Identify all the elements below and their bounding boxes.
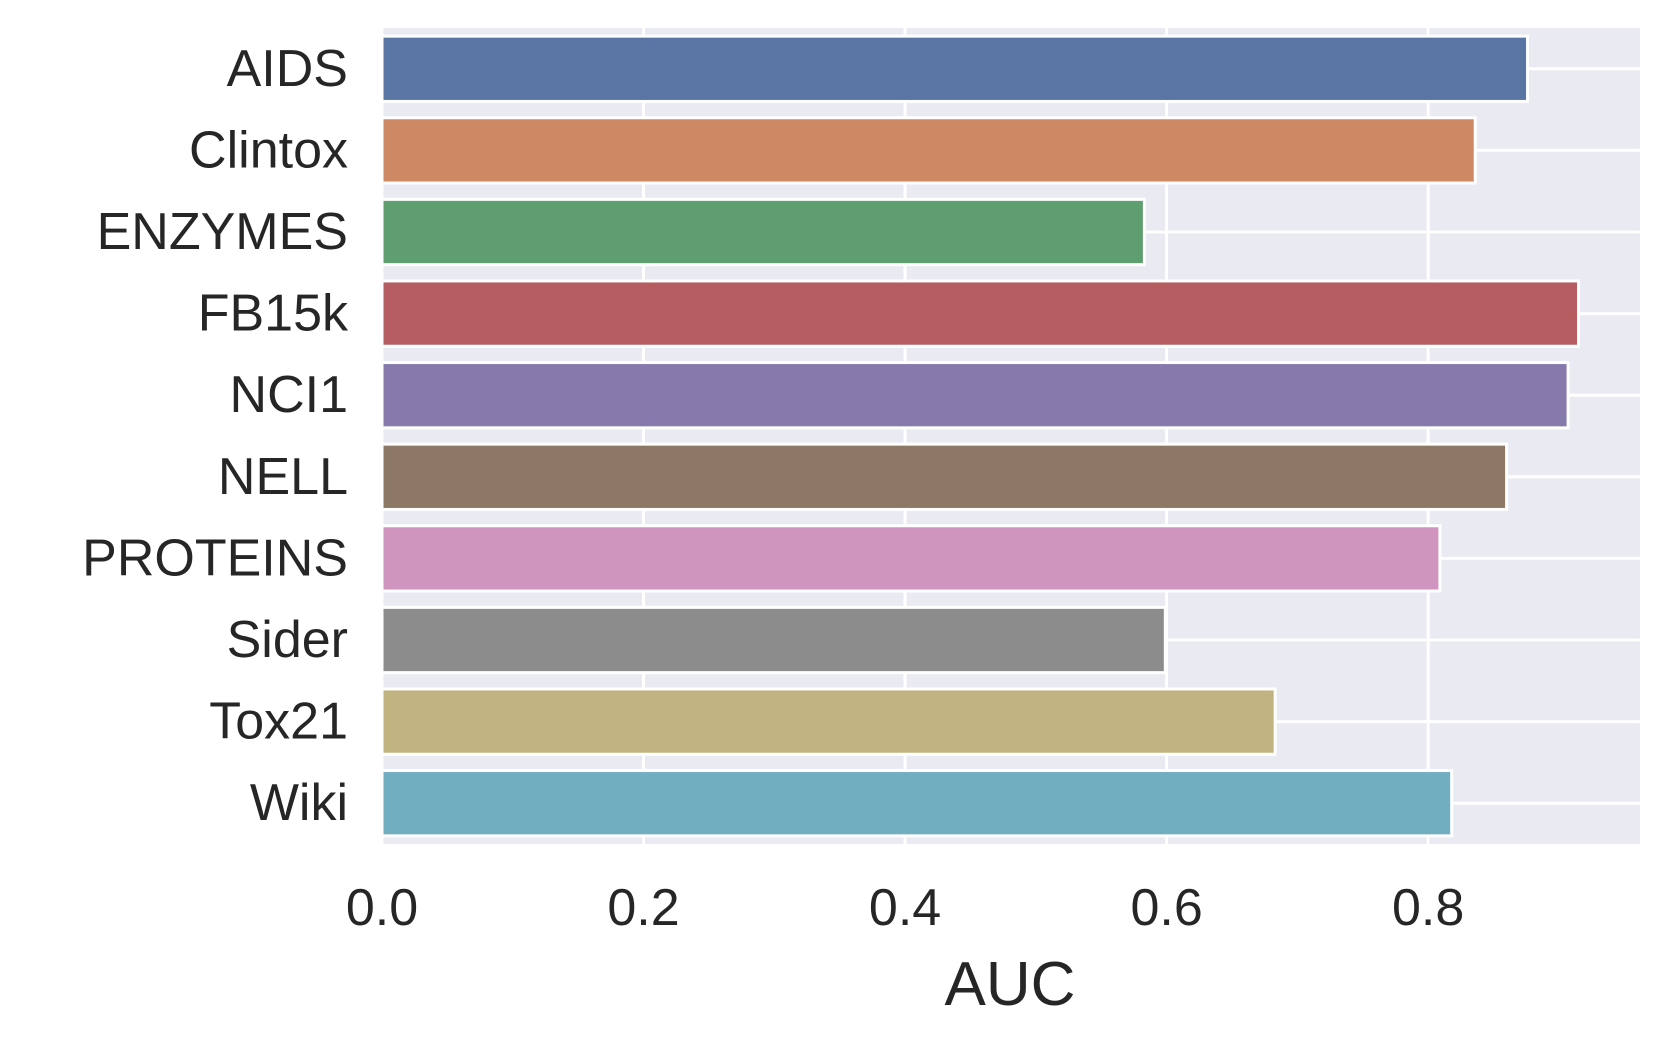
- category-label-sider: Sider: [227, 611, 348, 669]
- bar-wiki: [380, 769, 1454, 838]
- bar-nci1: [380, 361, 1570, 430]
- category-label-wiki: Wiki: [250, 774, 348, 832]
- bar-proteins: [380, 524, 1442, 593]
- bars: [380, 34, 1581, 838]
- x-tick-label-0: 0.0: [346, 879, 418, 937]
- category-label-fb15k: FB15k: [198, 285, 349, 343]
- bar-nell: [380, 442, 1509, 511]
- x-tick-label-1: 0.2: [607, 879, 679, 937]
- bar-aids: [380, 34, 1530, 103]
- category-label-aids: AIDS: [227, 40, 348, 98]
- category-label-tox21: Tox21: [209, 693, 348, 751]
- category-label-nci1: NCI1: [230, 366, 348, 424]
- x-tick-labels: 0.0 0.2 0.4 0.6 0.8: [346, 879, 1464, 937]
- category-label-enzymes: ENZYMES: [97, 203, 348, 261]
- bar-enzymes: [380, 197, 1146, 267]
- x-tick-label-2: 0.4: [869, 879, 941, 937]
- x-tick-label-3: 0.6: [1130, 879, 1202, 937]
- x-axis-title: AUC: [945, 950, 1076, 1019]
- bar-tox21: [380, 687, 1277, 756]
- category-label-nell: NELL: [218, 448, 348, 506]
- category-label-proteins: PROTEINS: [82, 529, 348, 587]
- x-tick-label-4: 0.8: [1392, 879, 1464, 937]
- category-label-clintox: Clintox: [189, 121, 348, 179]
- category-labels: AIDS Clintox ENZYMES FB15k NCI1 NELL PROTEINS S…: [82, 40, 349, 832]
- bar-sider: [380, 605, 1167, 675]
- bar-fb15k: [380, 279, 1581, 348]
- bar-clintox: [380, 116, 1477, 185]
